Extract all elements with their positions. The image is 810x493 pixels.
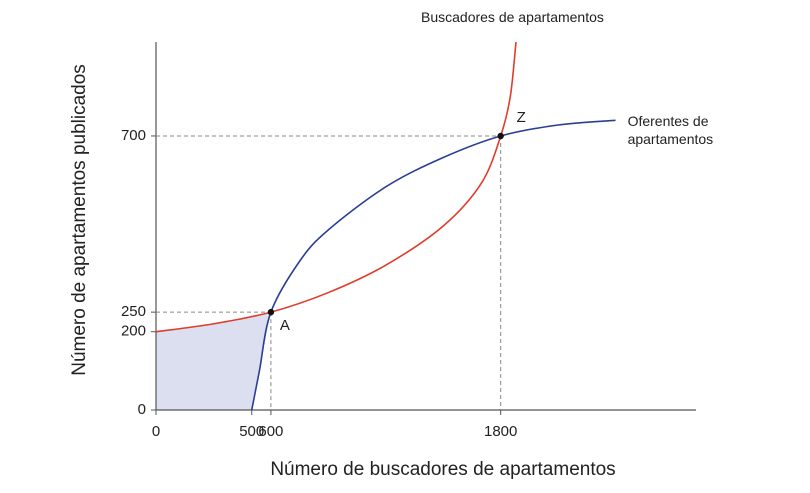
point (497, 132, 504, 140)
y-tick-label: 0 (138, 401, 146, 418)
x-axis-label: Número de buscadores de apartamentos (270, 459, 615, 480)
curve-label: Buscadores de apartamentos (421, 9, 604, 25)
y-axis-label: Número de apartamentos publicados (69, 64, 90, 376)
y-tick-label: 200 (121, 323, 146, 340)
x-tick-label: 600 (258, 423, 283, 440)
y-tick-label: 250 (121, 303, 146, 320)
point-label: A (280, 317, 290, 334)
shaded-area (156, 312, 271, 410)
x-tick-label: 500 (239, 423, 264, 440)
point-label: Z (517, 109, 526, 126)
x-tick-label: 0 (152, 423, 160, 440)
curve-label: Oferentes de apartamentos (627, 113, 714, 148)
curve (250, 119, 616, 411)
curve (155, 41, 517, 333)
point (267, 308, 275, 316)
x-tick-label: 1800 (484, 423, 517, 440)
y-tick-label: 700 (121, 127, 146, 144)
